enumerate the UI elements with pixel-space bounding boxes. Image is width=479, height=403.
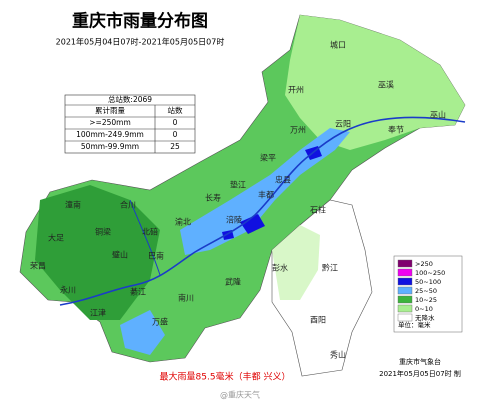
place-label: 垫江 xyxy=(230,180,246,190)
legend-swatch xyxy=(397,259,413,268)
table-cell: >=250mm xyxy=(89,118,131,127)
place-label: 彭水 xyxy=(272,263,288,273)
place-label: 渝北 xyxy=(175,217,191,227)
place-label: 石柱 xyxy=(310,205,326,215)
table-cell: 100mm-249.9mm xyxy=(76,130,144,139)
legend-label: >250 xyxy=(415,260,433,268)
legend-label: 10~25 xyxy=(415,296,437,304)
legend-swatch xyxy=(397,295,413,304)
legend-label: 25~50 xyxy=(415,287,437,295)
subtitle: 2021年05月04日07时-2021年05月05日07时 xyxy=(56,37,225,47)
place-label: 铜梁 xyxy=(95,227,111,237)
max-rain-note: 最大雨量85.5毫米（丰都 兴义） xyxy=(160,371,291,383)
river xyxy=(59,116,466,306)
title: 重庆市雨量分布图 xyxy=(72,11,208,32)
table-cell: 25 xyxy=(170,142,180,151)
place-label: 秀山 xyxy=(330,350,346,360)
legend-swatch xyxy=(397,304,413,313)
place-label: 云阳 xyxy=(335,120,351,129)
place-label: 江津 xyxy=(90,308,106,318)
place-label: 巫山 xyxy=(430,110,446,120)
place-label: 巴南 xyxy=(148,251,164,261)
place-label: 大足 xyxy=(48,233,64,243)
legend-label: 50~100 xyxy=(415,278,441,286)
place-label: 长寿 xyxy=(205,193,221,203)
place-label: 巫溪 xyxy=(378,80,394,90)
table-header: 站数 xyxy=(168,105,183,115)
table-cell: 50mm-99.9mm xyxy=(81,142,139,151)
table-frame xyxy=(64,94,196,154)
place-label: 永川 xyxy=(60,285,76,295)
place-label: 奉节 xyxy=(388,125,404,135)
table-cell: 0 xyxy=(173,130,178,139)
place-label: 璧山 xyxy=(112,250,128,260)
place-label: 丰都 xyxy=(258,190,274,200)
place-label: 潼南 xyxy=(65,200,81,210)
legend-swatch xyxy=(397,286,413,295)
table-header: 累计雨量 xyxy=(95,105,125,115)
stats-table: 总站数:2069 累计雨量 站数 >=250mm 0 100mm-249.9mm… xyxy=(64,94,196,154)
legend-swatch xyxy=(397,268,413,277)
place-label: 黔江 xyxy=(322,263,338,273)
place-labels: 城口 巫溪 开州 云阳 奉节 巫山 万州 梁平 垫江 忠县 石柱 丰都 长寿 涪… xyxy=(30,41,446,360)
footer-org: 重庆市气象台 xyxy=(399,357,441,366)
footer-time: 2021年05月05日07时 制 xyxy=(379,369,461,378)
legend-label: 无降水 xyxy=(415,313,435,322)
legend-swatch xyxy=(397,277,413,286)
region-southeast-light xyxy=(272,225,320,300)
place-label: 武隆 xyxy=(225,277,241,287)
place-label: 梁平 xyxy=(260,154,276,163)
table-total: 总站数:2069 xyxy=(108,94,152,104)
rain-darkblue xyxy=(240,214,265,234)
place-label: 开州 xyxy=(288,86,304,95)
legend-label: 100~250 xyxy=(415,269,445,277)
place-label: 荣昌 xyxy=(30,261,46,271)
river xyxy=(129,199,161,276)
region-northeast xyxy=(285,15,465,150)
place-label: 北碚 xyxy=(142,227,158,237)
place-label: 合川 xyxy=(120,200,136,210)
watermark: @重庆天气 xyxy=(220,390,260,400)
place-label: 綦江 xyxy=(130,287,146,297)
rain-blue xyxy=(120,310,165,355)
place-label: 酉阳 xyxy=(310,316,326,325)
place-label: 南川 xyxy=(178,293,194,303)
place-label: 万盛 xyxy=(152,317,168,327)
legend-label: 0~10 xyxy=(415,305,433,313)
legend-unit: 单位：毫米 xyxy=(398,320,431,329)
rain-blue xyxy=(180,128,350,255)
place-label: 城口 xyxy=(330,41,346,50)
table-cell: 0 xyxy=(173,118,178,127)
place-label: 忠县 xyxy=(275,176,291,185)
place-label: 万州 xyxy=(290,126,306,135)
place-label: 涪陵 xyxy=(226,215,242,225)
legend-swatch xyxy=(397,313,413,322)
